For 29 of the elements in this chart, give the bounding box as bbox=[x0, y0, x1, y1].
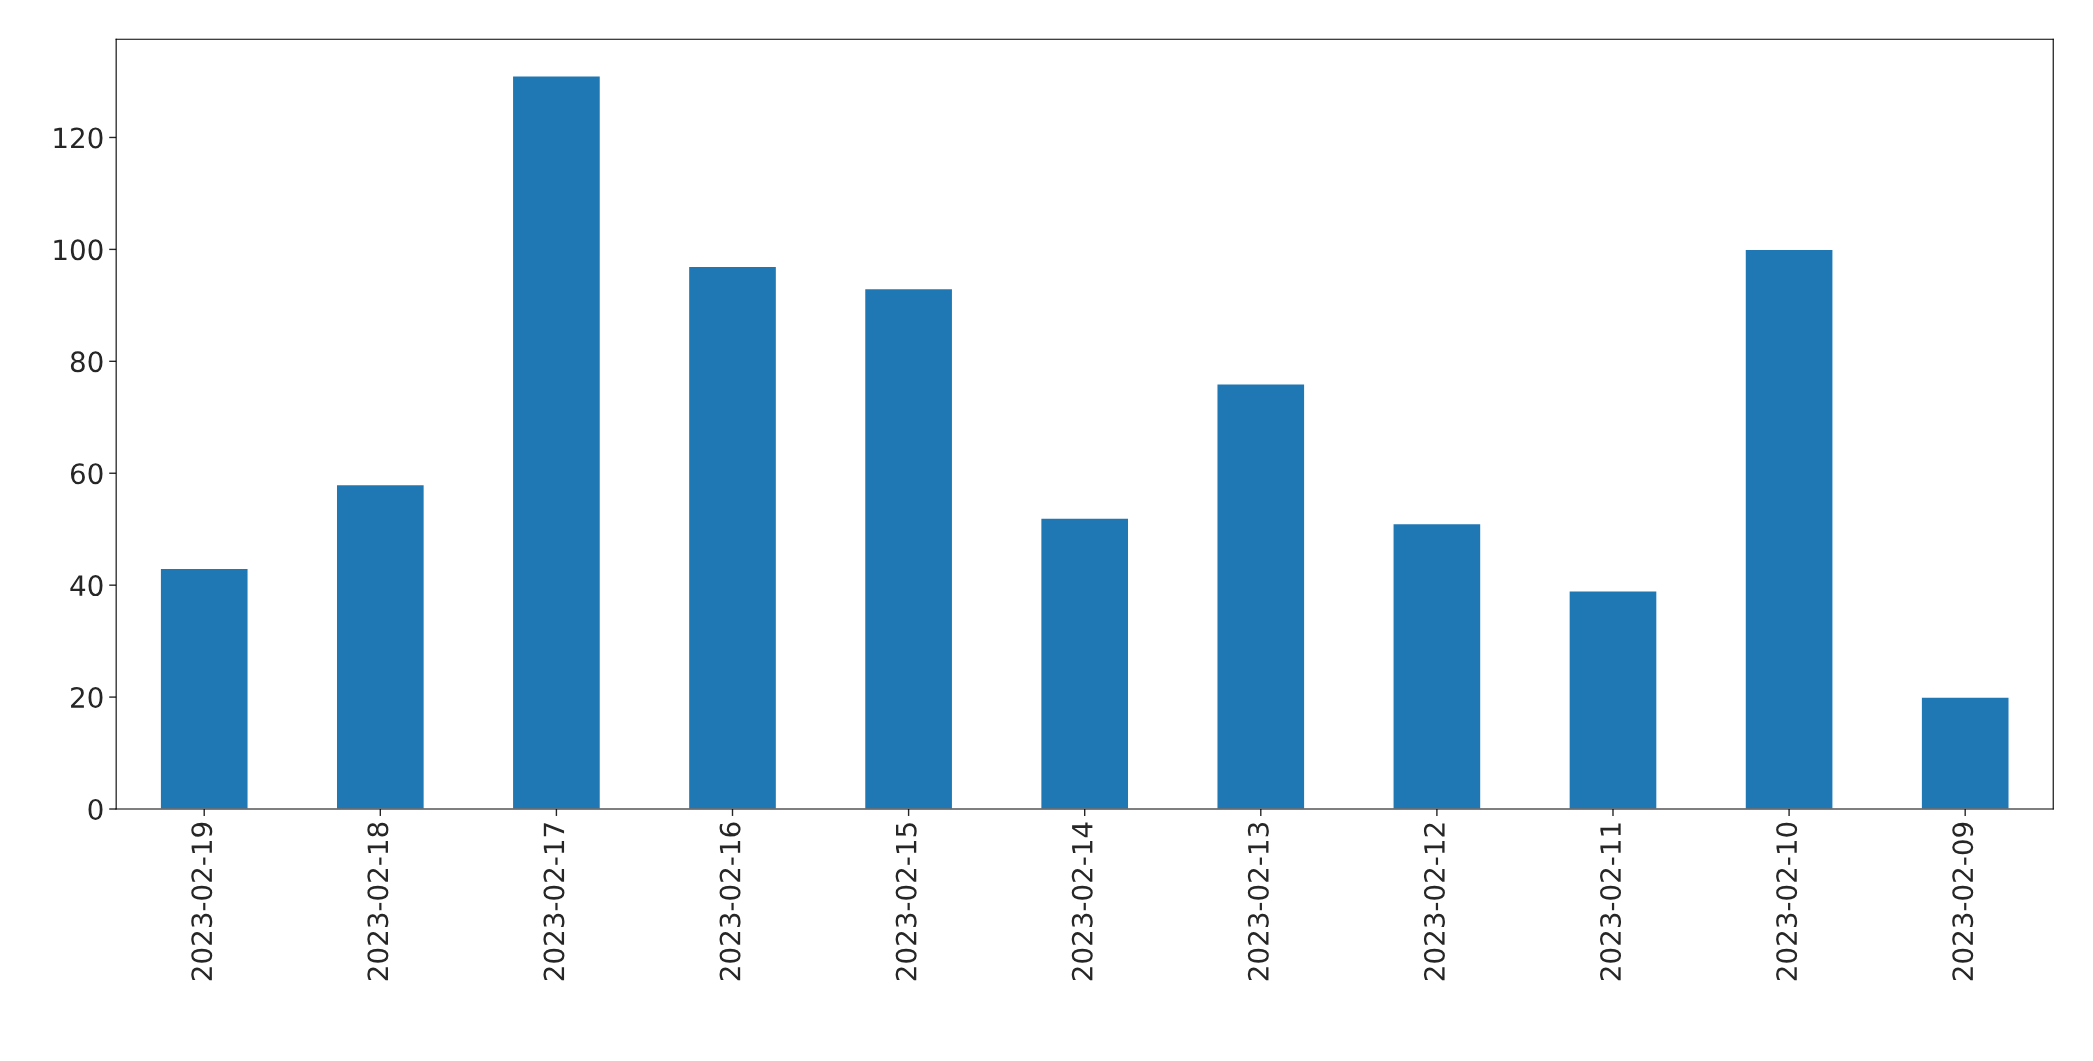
bar bbox=[1744, 248, 1834, 810]
bar bbox=[511, 75, 602, 810]
bar bbox=[1216, 383, 1306, 810]
bar bbox=[335, 483, 426, 810]
x-tick-label: 2023-02-14 bbox=[1071, 822, 1093, 981]
y-tick-label: 80 bbox=[70, 351, 103, 373]
x-tick-label: 2023-02-18 bbox=[367, 822, 389, 981]
x-tick-label: 2023-02-15 bbox=[895, 823, 917, 981]
x-tick-label: 2023-02-09 bbox=[1952, 822, 1974, 981]
bar bbox=[1039, 517, 1130, 810]
x-tick-label: 2023-02-13 bbox=[1247, 823, 1269, 981]
y-tick-label: 40 bbox=[70, 575, 103, 597]
y-tick-label: 120 bbox=[54, 127, 103, 149]
bar bbox=[863, 287, 954, 810]
x-tick-label: 2023-02-11 bbox=[1600, 823, 1622, 981]
x-tick-label: 2023-02-16 bbox=[719, 822, 741, 981]
bar bbox=[687, 265, 778, 810]
x-tick-label: 2023-02-17 bbox=[543, 823, 565, 981]
bar bbox=[1392, 522, 1482, 810]
bar bbox=[159, 567, 249, 810]
y-tick-label: 20 bbox=[71, 687, 103, 709]
y-tick-label: 0 bbox=[88, 798, 103, 820]
y-tick-label: 60 bbox=[70, 463, 103, 485]
bar bbox=[1568, 590, 1658, 810]
bar bbox=[1920, 696, 2010, 810]
x-tick-label: 2023-02-12 bbox=[1423, 823, 1445, 981]
x-tick-label: 2023-02-10 bbox=[1776, 822, 1798, 981]
y-tick-label: 100 bbox=[54, 239, 103, 261]
x-tick-label: 2023-02-19 bbox=[191, 822, 213, 981]
